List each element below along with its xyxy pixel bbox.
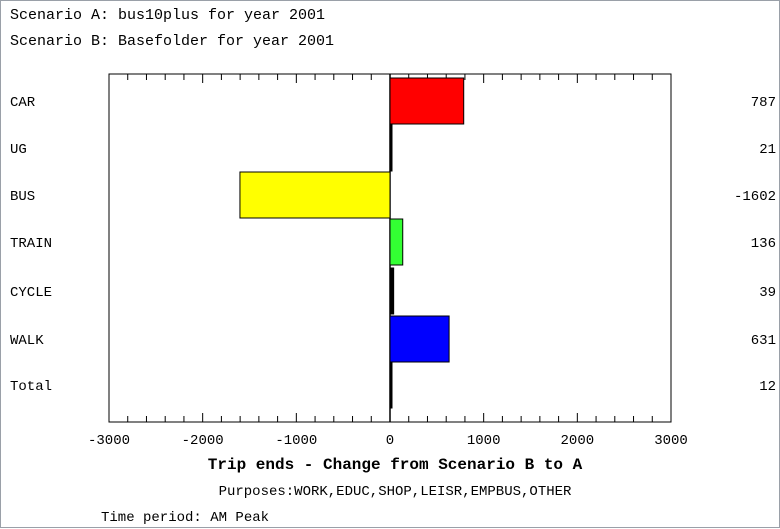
time-period-label: Time period: AM Peak — [101, 510, 269, 526]
bar-car — [389, 77, 465, 125]
x-tick-label: 1000 — [467, 433, 501, 449]
value-label-bus: -1602 — [734, 189, 776, 205]
value-label-ug: 21 — [759, 142, 776, 158]
category-label-ug: UG — [10, 142, 27, 158]
purposes-label: Purposes:WORK,EDUC,SHOP,LEISR,EMPBUS,OTH… — [219, 484, 572, 500]
x-tick-label: 3000 — [654, 433, 688, 449]
category-label-walk: WALK — [10, 333, 44, 349]
value-label-total: 12 — [759, 379, 776, 395]
scenario-b-label: Scenario B: Basefolder for year 2001 — [10, 33, 335, 50]
x-tick-label: -1000 — [275, 433, 317, 449]
x-tick-label: 0 — [386, 433, 394, 449]
x-tick-label: 2000 — [561, 433, 595, 449]
value-label-walk: 631 — [751, 333, 776, 349]
x-axis-label: Trip ends - Change from Scenario B to A — [208, 456, 583, 474]
value-label-cycle: 39 — [759, 285, 776, 301]
category-label-cycle: CYCLE — [10, 285, 52, 301]
category-label-car: CAR — [10, 95, 36, 111]
x-tick-label: -2000 — [182, 433, 224, 449]
bar-bus — [239, 171, 391, 219]
category-label-train: TRAIN — [10, 236, 52, 252]
value-label-train: 136 — [751, 236, 776, 252]
category-label-bus: BUS — [10, 189, 35, 205]
bar-train — [389, 218, 404, 266]
bar-total — [389, 361, 393, 409]
category-label-total: Total — [10, 379, 52, 395]
x-tick-label: -3000 — [88, 433, 130, 449]
bar-ug — [389, 124, 393, 172]
scenario-a-label: Scenario A: bus10plus for year 2001 — [10, 7, 326, 24]
bar-walk — [389, 315, 450, 363]
bar-cycle — [389, 267, 395, 315]
value-label-car: 787 — [751, 95, 776, 111]
